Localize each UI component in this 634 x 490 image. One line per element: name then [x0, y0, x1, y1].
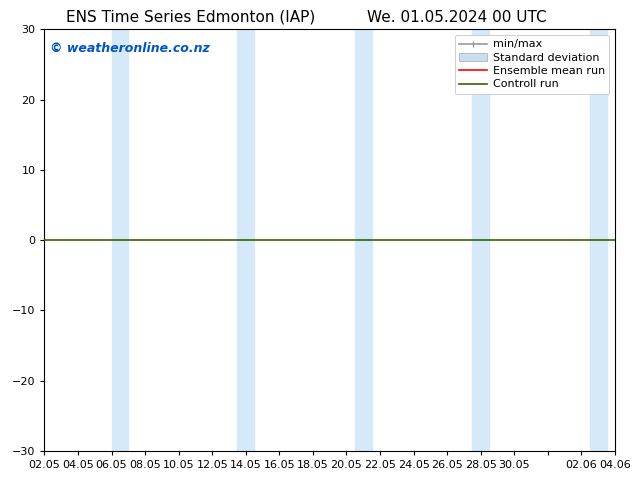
- Bar: [237, 29, 254, 451]
- Legend: min/max, Standard deviation, Ensemble mean run, Controll run: min/max, Standard deviation, Ensemble me…: [455, 35, 609, 94]
- Text: ENS Time Series Edmonton (IAP): ENS Time Series Edmonton (IAP): [65, 10, 315, 25]
- Bar: [112, 29, 128, 451]
- Bar: [472, 29, 489, 451]
- Text: © weatheronline.co.nz: © weatheronline.co.nz: [50, 42, 210, 55]
- Bar: [355, 29, 372, 451]
- Bar: [590, 29, 607, 451]
- Text: We. 01.05.2024 00 UTC: We. 01.05.2024 00 UTC: [366, 10, 547, 25]
